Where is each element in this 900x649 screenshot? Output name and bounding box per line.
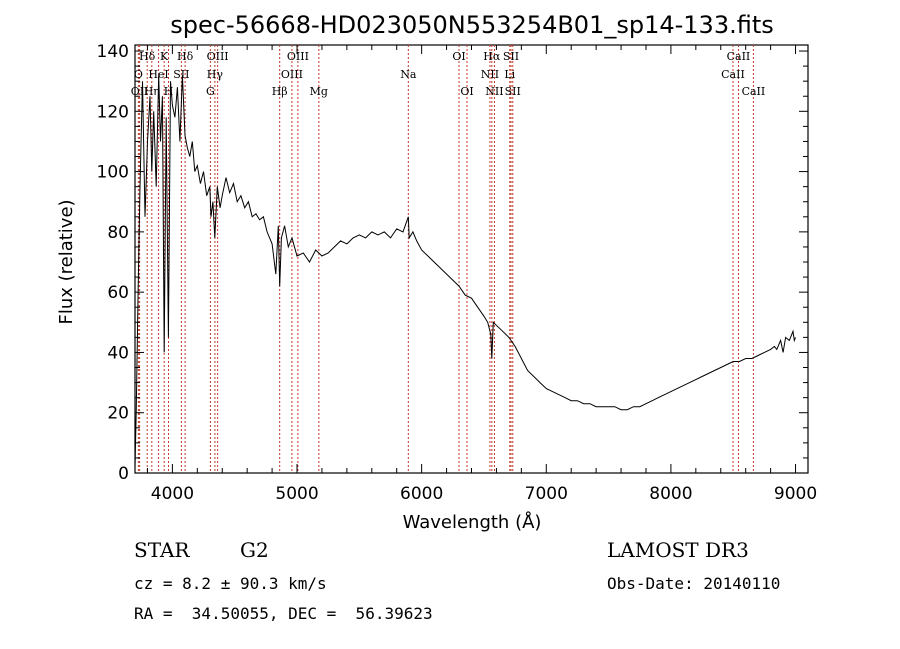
spectral-line-label: Hδ: [177, 50, 194, 63]
y-tick-label: 20: [107, 404, 129, 424]
survey-name: LAMOST DR3: [607, 538, 749, 562]
spectral-line-label: OIII: [281, 68, 303, 81]
x-axis: 4000 5000 6000 7000 8000 9000: [146, 45, 817, 504]
spectral-line-label: Mg: [310, 85, 328, 98]
x-tick-label: 6000: [400, 484, 443, 504]
y-tick-label: 0: [118, 464, 129, 484]
chart-title: spec-56668-HD023050N553254B01_sp14-133.f…: [170, 11, 774, 39]
x-axis-label: Wavelength (Å): [403, 511, 542, 533]
spectral-line-label: Hγ: [207, 68, 224, 81]
y-axis: 0 20 40 60 80 100 120 140: [97, 42, 808, 484]
spectral-line-label: Li: [504, 68, 515, 81]
spectral-line-label: SII: [503, 50, 519, 63]
spectral-line-label: OIII: [287, 50, 309, 63]
spectral-line-label: CaII: [742, 85, 766, 98]
x-tick-label: 8000: [649, 484, 692, 504]
line-markers: [137, 45, 754, 473]
y-tick-label: 80: [107, 223, 129, 243]
y-tick-label: 140: [97, 42, 129, 62]
spectral-line-label: OI: [460, 85, 473, 98]
y-tick-label: 120: [97, 102, 129, 122]
spectral-line-label: NII: [481, 68, 499, 81]
spectral-line-label: Hα: [483, 50, 501, 63]
redshift-cz: cz = 8.2 ± 90.3 km/s: [134, 574, 327, 593]
coordinates: RA = 34.50055, DEC = 56.39623: [134, 604, 433, 623]
spectral-line-label: NII: [485, 85, 503, 98]
spectral-line-label: O: [134, 68, 143, 81]
spectral-line-label: CaII: [721, 68, 745, 81]
spectral-line-label: SII: [173, 68, 189, 81]
spectral-line-label: K: [160, 50, 169, 63]
x-tick-label: 9000: [774, 484, 817, 504]
spectral-line-label: CaII: [727, 50, 751, 63]
spectral-line-label: Na: [400, 68, 417, 81]
spectral-line-label: Hδ: [139, 50, 156, 63]
y-tick-label: 100: [97, 163, 129, 183]
spectral-line-label: HeI: [148, 68, 168, 81]
plot-frame: [134, 44, 809, 474]
y-axis-label: Flux (relative): [56, 199, 77, 324]
x-tick-label: 4000: [151, 484, 194, 504]
spectral-line-label: Hβ: [272, 85, 288, 98]
x-tick-label: 7000: [525, 484, 568, 504]
x-tick-label: 5000: [275, 484, 318, 504]
object-subclass: G2: [240, 538, 269, 562]
spectrum-line: [134, 75, 796, 468]
object-class: STAR: [134, 538, 190, 562]
spectral-line-label: SII: [505, 85, 521, 98]
spectral-line-label: OI: [452, 50, 465, 63]
y-tick-label: 60: [107, 283, 129, 303]
y-tick-label: 40: [107, 343, 129, 363]
spectral-line-label: H: [164, 85, 174, 98]
spectral-line-label: Hη: [144, 85, 160, 98]
spectral-line-label: OII: [131, 85, 149, 98]
spectral-line-label: G: [206, 85, 215, 98]
line-labels: Hδ O OII HeI Hη K SII H Hδ OIII Hγ G OIII OIII Hβ Mg Na O…: [131, 50, 765, 98]
obs-date: Obs-Date: 20140110: [607, 574, 781, 593]
spectral-line-label: OIII: [207, 50, 229, 63]
